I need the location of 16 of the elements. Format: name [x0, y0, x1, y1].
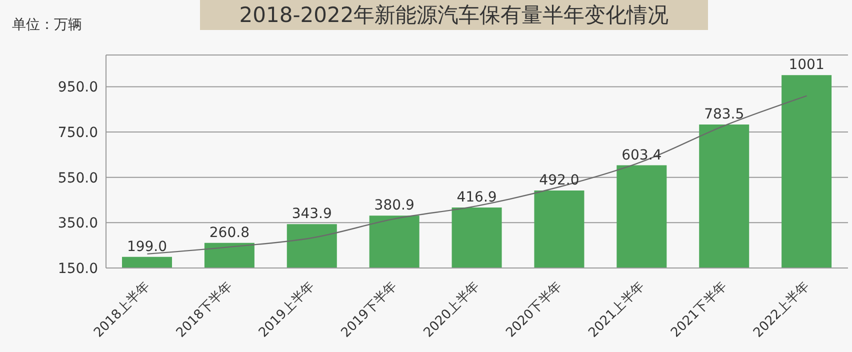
data-label: 416.9: [456, 190, 497, 206]
y-tick-label: 550.0: [58, 170, 98, 186]
data-label: 199.0: [126, 238, 168, 255]
y-tick-label: 350.0: [58, 216, 98, 232]
data-label: 603.4: [622, 147, 662, 164]
data-label: 1001: [788, 57, 824, 74]
data-label: 783.5: [704, 106, 744, 122]
data-label: 492.0: [539, 172, 580, 189]
y-axis-title: 单位：万辆: [12, 16, 82, 34]
data-label: 343.9: [292, 206, 332, 222]
data-label: 380.9: [374, 198, 414, 214]
y-tick-label: 750.0: [58, 125, 98, 142]
chart-title: 2018-2022年新能源汽车保有量半年变化情况: [200, 0, 708, 30]
y-tick-label: 950.0: [58, 80, 98, 96]
data-label: 260.8: [209, 224, 250, 241]
y-tick-label: 150.0: [58, 260, 98, 277]
